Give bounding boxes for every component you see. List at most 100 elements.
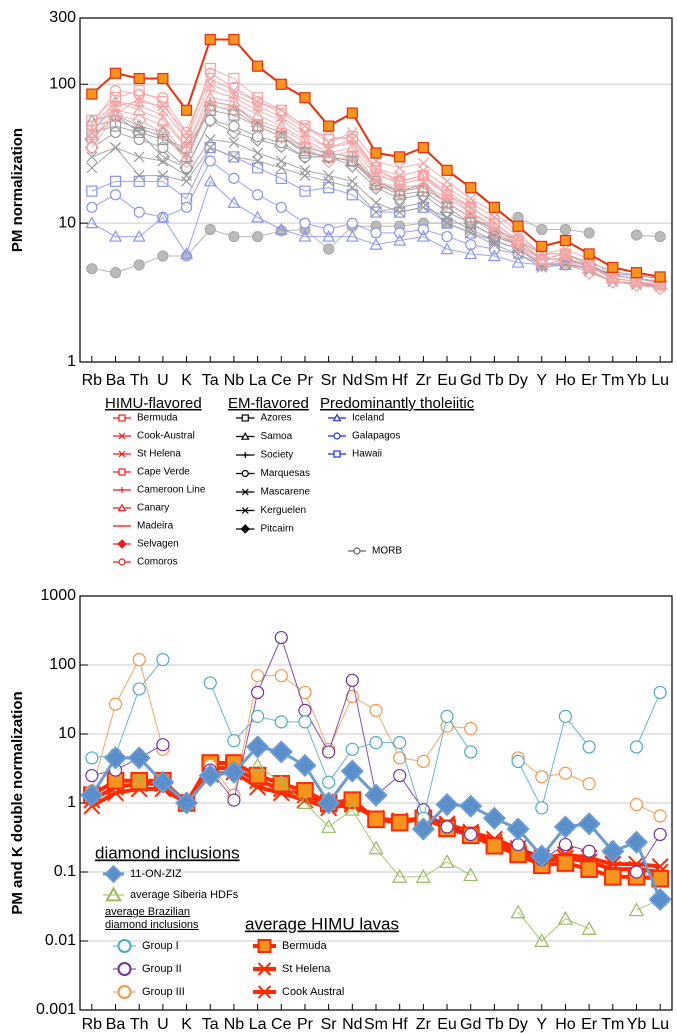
data-point xyxy=(181,175,192,187)
data-point xyxy=(601,839,625,863)
legend-label: MORB xyxy=(372,546,402,557)
data-point xyxy=(296,782,314,800)
data-point xyxy=(511,237,525,250)
legend-label: Bermuda xyxy=(282,940,328,952)
data-point xyxy=(370,178,382,191)
data-point xyxy=(653,827,667,842)
data-point xyxy=(204,73,216,84)
x-tick-label: Ce xyxy=(271,372,292,389)
x-tick-label: U xyxy=(157,1016,169,1033)
data-point xyxy=(204,223,216,236)
x-tick-label: Yb xyxy=(627,1016,647,1033)
data-point xyxy=(485,836,504,855)
x-tick-label: Pr xyxy=(297,372,314,389)
data-point xyxy=(252,105,263,116)
data-point xyxy=(323,137,335,149)
data-point xyxy=(85,216,99,229)
series-line xyxy=(91,658,661,817)
x-tick-label: Rb xyxy=(82,372,103,389)
data-point xyxy=(251,709,265,723)
data-point xyxy=(463,867,479,882)
data-point xyxy=(204,33,216,46)
data-point xyxy=(582,844,596,858)
data-point xyxy=(417,197,429,209)
x-tick-label: Ta xyxy=(202,372,219,389)
data-point xyxy=(86,126,98,138)
data-point xyxy=(394,151,406,163)
x-tick-label: Th xyxy=(130,1016,149,1033)
data-point xyxy=(132,652,146,667)
data-point xyxy=(298,715,312,729)
x-tick-label: Y xyxy=(536,372,547,389)
data-point xyxy=(322,775,336,789)
y-tick-label: 300 xyxy=(49,9,76,26)
data-point xyxy=(560,259,571,271)
data-point xyxy=(298,132,312,145)
data-point xyxy=(630,267,643,279)
data-point xyxy=(488,211,500,223)
data-point xyxy=(251,108,265,121)
legend-marker xyxy=(118,414,126,422)
series-line xyxy=(91,105,661,289)
data-point xyxy=(323,142,335,153)
series-line xyxy=(91,659,661,821)
x-tick-label: Hf xyxy=(392,372,409,389)
y-axis-label: PM normalization xyxy=(9,128,26,252)
data-point xyxy=(648,887,672,912)
data-point xyxy=(583,227,595,239)
x-tick-label: Hf xyxy=(392,1016,409,1033)
legend-label: Cook-Austral xyxy=(137,431,195,442)
x-tick-label: Sr xyxy=(321,1016,338,1033)
legend-label: Samoa xyxy=(261,431,293,442)
y-axis-label: PM and K double normalization xyxy=(9,691,26,914)
data-point xyxy=(394,162,406,174)
data-point xyxy=(86,151,98,163)
data-point xyxy=(464,247,478,260)
data-point xyxy=(275,201,287,213)
legend-label: Society xyxy=(261,450,294,461)
data-point xyxy=(133,85,145,97)
data-point xyxy=(275,172,287,184)
data-point xyxy=(321,153,336,169)
data-point xyxy=(394,227,406,239)
data-point xyxy=(582,777,596,791)
data-point xyxy=(204,155,216,167)
data-point xyxy=(394,189,406,201)
data-point xyxy=(440,242,454,255)
data-point xyxy=(654,281,666,292)
x-tick-label: Nb xyxy=(224,1016,245,1033)
data-point xyxy=(86,201,98,213)
x-tick-label: La xyxy=(249,372,267,389)
data-point xyxy=(157,170,169,182)
x-tick-label: Sm xyxy=(364,372,388,389)
data-point xyxy=(344,149,360,165)
y-tick-label: 10 xyxy=(58,214,76,231)
x-tick-label: Ba xyxy=(106,372,126,389)
data-point xyxy=(607,272,619,284)
data-point xyxy=(86,88,98,100)
data-point xyxy=(86,185,98,197)
data-point xyxy=(103,746,128,770)
data-point xyxy=(226,125,242,140)
data-point xyxy=(417,223,429,236)
data-point xyxy=(441,175,453,187)
x-tick-label: K xyxy=(181,372,192,389)
data-point xyxy=(252,120,264,132)
x-tick-label: K xyxy=(181,1016,192,1033)
legend-label: Mascarene xyxy=(261,487,311,498)
data-point xyxy=(629,740,644,754)
data-point xyxy=(441,217,453,229)
data-point xyxy=(465,217,477,229)
data-point xyxy=(157,133,169,146)
legend-label: St Helena xyxy=(137,449,181,460)
x-tick-label: Gd xyxy=(460,1016,481,1033)
data-point xyxy=(85,751,99,765)
legend-label: Cameroon Line xyxy=(137,485,206,496)
data-point xyxy=(464,827,478,842)
data-point xyxy=(583,248,595,260)
data-point xyxy=(205,85,216,96)
data-point xyxy=(175,791,199,815)
data-point xyxy=(418,173,429,184)
data-point xyxy=(155,149,171,165)
legend-group-title: HIMU-flavored xyxy=(105,395,202,412)
